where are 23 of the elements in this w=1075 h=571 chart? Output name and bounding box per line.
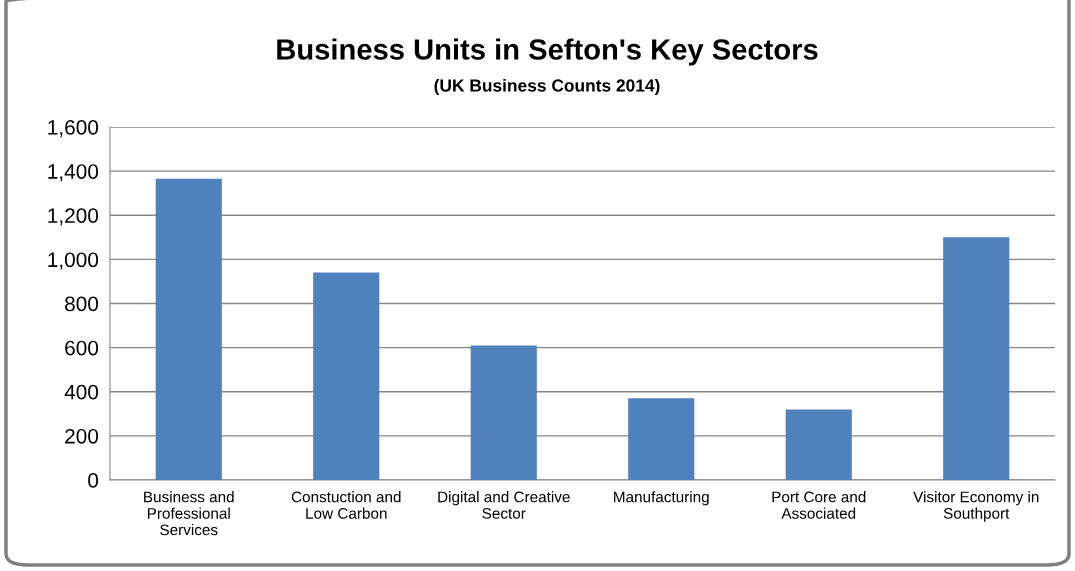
bar <box>628 398 695 480</box>
y-tick-label: 1,600 <box>48 120 99 138</box>
bar <box>470 345 537 480</box>
chart-subtitle: (UK Business Counts 2014) <box>434 78 660 96</box>
y-tick-label: 800 <box>65 296 99 312</box>
bar <box>943 237 1010 480</box>
y-tick-label: 0 <box>88 473 99 488</box>
x-tick-label: Visitor Economy in Southport <box>913 491 1039 522</box>
y-tick-label: 1,200 <box>48 208 99 226</box>
bar <box>155 178 222 480</box>
y-tick-label: 600 <box>65 340 99 356</box>
bar <box>785 409 852 480</box>
y-tick-label: 400 <box>64 384 99 400</box>
x-tick-label: Manufacturing <box>614 491 709 506</box>
x-tick-label: Constuction and Low Carbon <box>291 491 401 519</box>
y-tick-label: 200 <box>65 428 99 444</box>
chart-title: Business Units in Sefton's Key Sectors <box>277 38 818 66</box>
y-tick-label: 1,400 <box>48 164 99 182</box>
bar <box>313 272 380 480</box>
y-tick-label: 1,000 <box>48 252 99 270</box>
x-tick-label: Port Core and Associated <box>772 491 866 519</box>
x-tick-label: Business and Professional Services <box>144 491 234 536</box>
x-tick-label: Digital and Creative Sector <box>438 491 570 519</box>
